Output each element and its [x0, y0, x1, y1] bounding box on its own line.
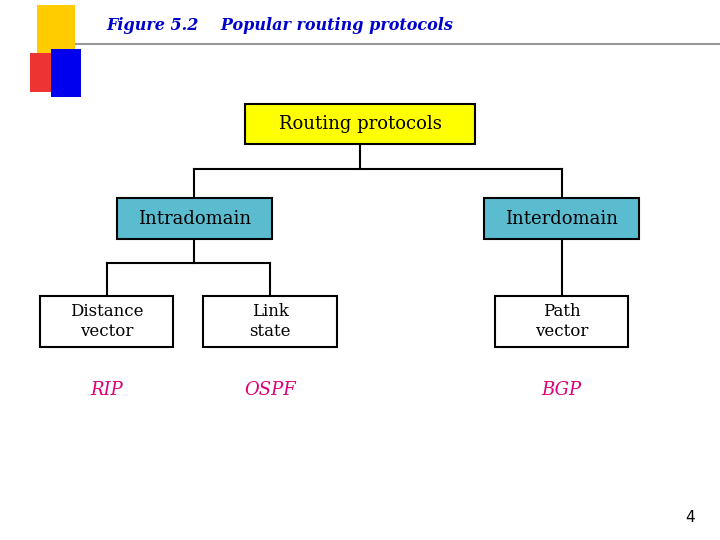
Text: OSPF: OSPF	[244, 381, 296, 399]
Bar	[117, 198, 272, 239]
Text: Link
state: Link state	[249, 303, 291, 340]
Bar	[30, 53, 58, 92]
Text: Intradomain: Intradomain	[138, 210, 251, 228]
Text: BGP: BGP	[541, 381, 582, 399]
Text: Distance
vector: Distance vector	[70, 303, 143, 340]
Text: Path
vector: Path vector	[535, 303, 588, 340]
Text: Routing protocols: Routing protocols	[279, 115, 441, 133]
Bar	[40, 296, 173, 347]
Bar	[203, 296, 336, 347]
Text: Figure 5.2    Popular routing protocols: Figure 5.2 Popular routing protocols	[107, 17, 454, 35]
Bar	[37, 5, 75, 53]
Bar	[495, 296, 628, 347]
Bar	[245, 104, 475, 144]
Text: Interdomain: Interdomain	[505, 210, 618, 228]
Text: RIP: RIP	[90, 381, 123, 399]
Bar	[51, 49, 81, 97]
Bar	[484, 198, 639, 239]
Text: 4: 4	[685, 510, 695, 525]
